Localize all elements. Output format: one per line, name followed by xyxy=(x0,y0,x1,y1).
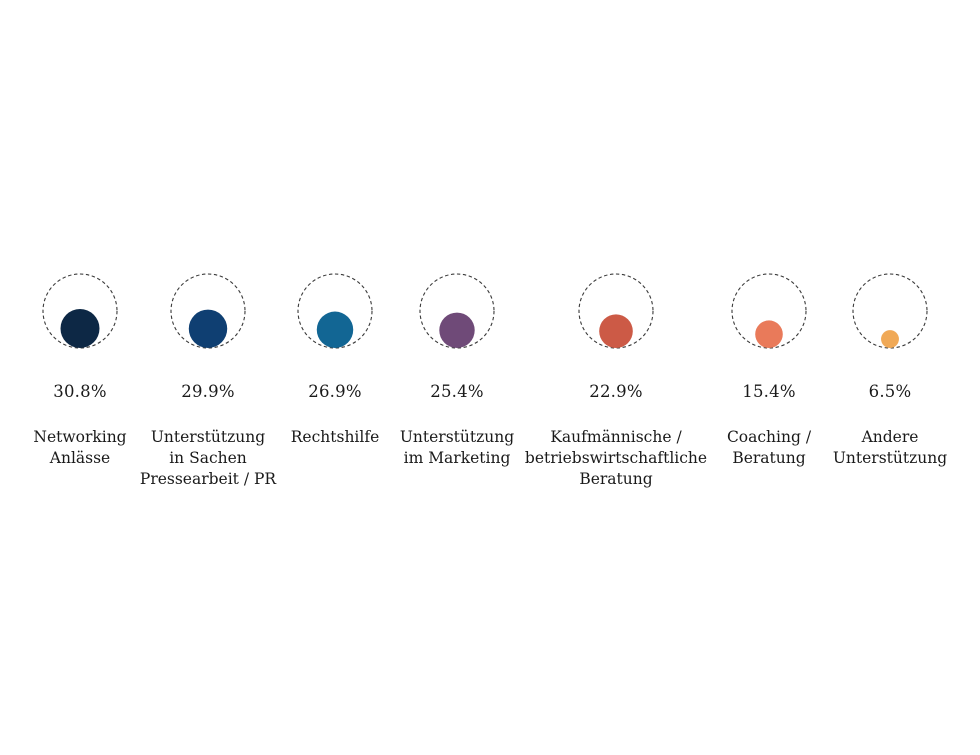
bubble-graphic xyxy=(297,273,373,349)
category-label: Unterstützung im Marketing xyxy=(357,427,557,469)
bubble-item: 29.9% Unterstützung in Sachen Pressearbeit … xyxy=(108,271,308,490)
category-label: Networking Anlässe xyxy=(0,427,180,469)
bubble-outline xyxy=(731,273,807,349)
category-label-line: Andere xyxy=(861,427,919,446)
value-label: 25.4% xyxy=(430,382,484,401)
bubble-graphic xyxy=(578,273,654,349)
bubble-graphic xyxy=(42,273,118,349)
bubble-fill xyxy=(439,312,475,349)
bubble-fill xyxy=(188,309,228,348)
bubble-graphic xyxy=(170,273,246,349)
bubble-fill xyxy=(316,311,354,348)
category-label: Kaufmännische / betriebswirtschaftliche Be… xyxy=(516,427,716,490)
category-label-line: Kaufmännische / xyxy=(550,427,682,446)
category-label: Unterstützung in Sachen Pressearbeit / PR xyxy=(108,427,308,490)
bubble-fill xyxy=(881,330,899,349)
category-label: Rechtshilfe xyxy=(235,427,435,448)
bubble-fill xyxy=(599,314,633,348)
category-label-line: im Marketing xyxy=(403,448,511,467)
bubble-graphic xyxy=(852,273,928,349)
bubble-fill xyxy=(60,309,100,348)
category-label-line: Unterstützung xyxy=(832,448,948,467)
category-label-line: Beratung xyxy=(579,469,653,488)
value-label: 22.9% xyxy=(589,382,643,401)
bubble-item: 30.8% Networking Anlässe xyxy=(0,271,180,469)
bubble-graphic xyxy=(731,273,807,349)
category-label-line: Networking xyxy=(33,427,127,446)
category-label-line: Anlässe xyxy=(49,448,111,467)
bubble-outline xyxy=(42,273,118,349)
value-label: 29.9% xyxy=(181,382,235,401)
category-label-line: Pressearbeit / PR xyxy=(139,469,277,488)
category-label-line: Coaching / xyxy=(726,427,812,446)
category-label-line: in Sachen xyxy=(169,448,247,467)
value-label: 15.4% xyxy=(742,382,796,401)
bubble-outline xyxy=(297,273,373,349)
bubble-item: 26.9% Rechtshilfe xyxy=(235,271,435,448)
category-label: Andere Unterstützung xyxy=(790,427,980,469)
bubble-outline xyxy=(852,273,928,349)
value-label: 6.5% xyxy=(868,382,912,401)
bubble-outline xyxy=(578,273,654,349)
bubble-graphic xyxy=(419,273,495,349)
category-label-line: Beratung xyxy=(732,448,806,467)
bubble-item: 6.5% Andere Unterstützung xyxy=(790,271,980,469)
bubble-item: 15.4% Coaching / Beratung xyxy=(669,271,869,469)
category-label-line: betriebswirtschaftliche xyxy=(524,448,708,467)
bubble-outline xyxy=(170,273,246,349)
bubble-outline xyxy=(419,273,495,349)
category-label-line: Unterstützung xyxy=(150,427,266,446)
value-label: 26.9% xyxy=(308,382,362,401)
bubble-item: 22.9% Kaufmännische / betriebswirtschaftli… xyxy=(516,271,716,490)
category-label: Coaching / Beratung xyxy=(669,427,869,469)
bubble-fill xyxy=(755,320,783,349)
category-label-line: Unterstützung xyxy=(399,427,515,446)
category-label-line: Rechtshilfe xyxy=(290,427,380,446)
bubble-item: 25.4% Unterstützung im Marketing xyxy=(357,271,557,469)
value-label: 30.8% xyxy=(53,382,107,401)
